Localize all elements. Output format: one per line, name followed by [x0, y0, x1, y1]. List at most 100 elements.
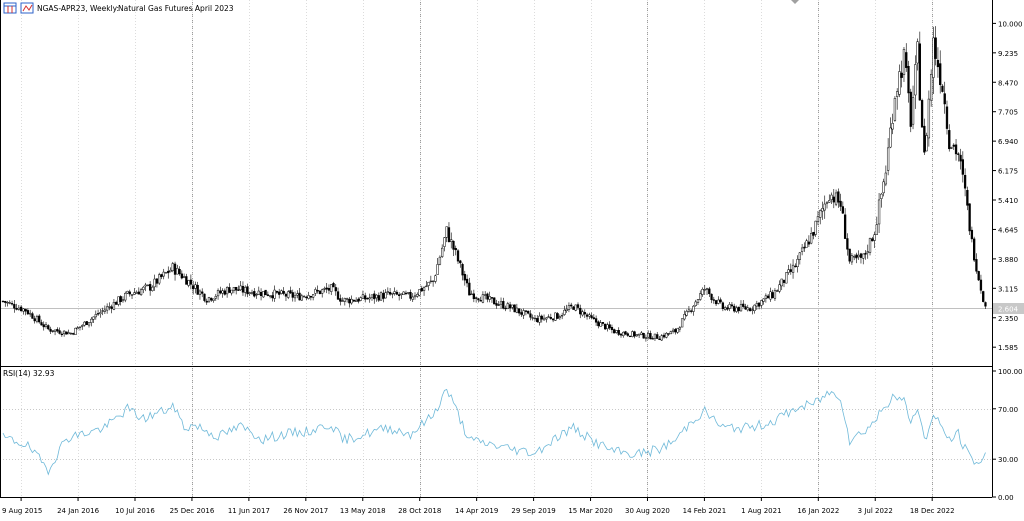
candle[interactable] — [690, 309, 693, 314]
candle[interactable] — [357, 297, 360, 304]
candle[interactable] — [499, 297, 503, 309]
candle[interactable] — [730, 302, 734, 309]
candle[interactable] — [298, 287, 301, 301]
candle[interactable] — [493, 297, 496, 305]
candle[interactable] — [264, 289, 267, 296]
candle[interactable] — [443, 236, 446, 252]
candle[interactable] — [296, 290, 299, 299]
candle[interactable] — [271, 291, 274, 302]
candle[interactable] — [341, 297, 344, 302]
candle[interactable] — [907, 60, 910, 103]
candle[interactable] — [911, 85, 915, 130]
candle[interactable] — [404, 290, 408, 296]
candle[interactable] — [527, 310, 530, 315]
candle[interactable] — [300, 293, 303, 301]
candle[interactable] — [115, 300, 118, 305]
candle[interactable] — [196, 281, 199, 295]
candle[interactable] — [395, 289, 399, 296]
candle[interactable] — [511, 304, 514, 310]
candle[interactable] — [576, 302, 580, 310]
candle[interactable] — [144, 282, 147, 292]
candle[interactable] — [680, 318, 684, 328]
candle[interactable] — [513, 304, 516, 313]
candle[interactable] — [515, 303, 519, 314]
candle[interactable] — [194, 281, 197, 294]
candle[interactable] — [463, 270, 466, 286]
candle[interactable] — [823, 195, 826, 219]
candle[interactable] — [719, 297, 722, 304]
candle[interactable] — [821, 201, 824, 220]
candle[interactable] — [237, 285, 240, 292]
candle[interactable] — [889, 117, 892, 149]
candle[interactable] — [973, 236, 976, 263]
candle[interactable] — [970, 226, 974, 243]
candle[interactable] — [769, 287, 772, 302]
candle[interactable] — [816, 211, 820, 226]
candle[interactable] — [984, 301, 987, 309]
candle[interactable] — [348, 296, 351, 308]
candle[interactable] — [101, 307, 104, 316]
candle[interactable] — [798, 251, 801, 265]
candle[interactable] — [977, 270, 980, 281]
candle[interactable] — [221, 288, 224, 298]
candle[interactable] — [733, 303, 736, 313]
candle[interactable] — [579, 304, 582, 319]
candle[interactable] — [291, 289, 294, 302]
candle[interactable] — [590, 312, 593, 320]
candle[interactable] — [551, 318, 555, 323]
candle[interactable] — [176, 264, 179, 275]
candle[interactable] — [192, 280, 195, 295]
candle[interactable] — [918, 31, 921, 101]
candle[interactable] — [126, 290, 129, 294]
candle[interactable] — [339, 294, 342, 306]
candle[interactable] — [746, 304, 749, 312]
candle[interactable] — [393, 287, 396, 296]
candle[interactable] — [952, 143, 955, 150]
candle[interactable] — [945, 100, 949, 135]
candle[interactable] — [456, 249, 460, 264]
candle[interactable] — [875, 216, 878, 235]
candle[interactable] — [311, 294, 315, 301]
candle[interactable] — [748, 307, 752, 312]
candle[interactable] — [81, 324, 84, 330]
candle[interactable] — [99, 309, 102, 318]
candle[interactable] — [644, 334, 648, 342]
candle[interactable] — [963, 168, 967, 197]
candle[interactable] — [943, 81, 946, 114]
candle[interactable] — [35, 314, 39, 324]
candle[interactable] — [253, 288, 256, 298]
candle[interactable] — [51, 330, 54, 333]
candle[interactable] — [62, 330, 66, 337]
candle[interactable] — [42, 321, 45, 331]
candle[interactable] — [119, 295, 122, 306]
candle[interactable] — [884, 165, 888, 187]
candle[interactable] — [837, 188, 840, 208]
candle[interactable] — [223, 288, 226, 296]
candle[interactable] — [316, 285, 319, 294]
candle[interactable] — [189, 274, 193, 290]
candle[interactable] — [413, 292, 417, 300]
candle[interactable] — [318, 290, 322, 295]
candle[interactable] — [366, 297, 369, 300]
candle[interactable] — [76, 326, 79, 330]
candle[interactable] — [588, 312, 591, 320]
candle[interactable] — [522, 308, 525, 320]
candle[interactable] — [536, 315, 539, 323]
candle[interactable] — [850, 252, 854, 265]
candle[interactable] — [927, 90, 931, 147]
candle[interactable] — [314, 287, 317, 297]
candle[interactable] — [65, 331, 68, 335]
candle[interactable] — [67, 329, 70, 335]
candle[interactable] — [886, 138, 890, 176]
candle[interactable] — [259, 288, 263, 301]
candle[interactable] — [694, 299, 697, 307]
candle[interactable] — [343, 297, 346, 306]
candle[interactable] — [764, 293, 768, 303]
candle[interactable] — [198, 289, 202, 300]
candle[interactable] — [979, 274, 983, 294]
candle[interactable] — [137, 287, 140, 295]
candle[interactable] — [228, 283, 231, 293]
candle[interactable] — [939, 50, 942, 94]
candle[interactable] — [848, 248, 851, 264]
